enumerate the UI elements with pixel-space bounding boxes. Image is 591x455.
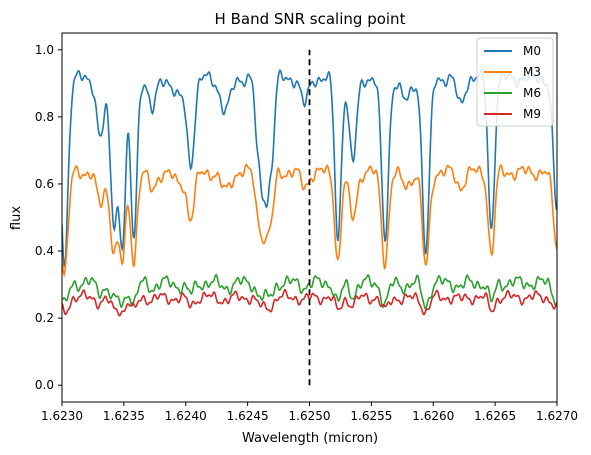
x-axis-label: Wavelength (micron) [242,431,378,446]
series-line-m9 [62,288,557,317]
legend-box [476,37,554,127]
x-tick-label: 1.6260 [412,409,454,423]
legend: M0 M3 M6 M9 [476,37,554,127]
y-tick-label: 0.2 [35,311,54,325]
legend-label-m9: M9 [523,107,541,121]
x-tick-label: 1.6250 [289,409,331,423]
y-tick-label: 0.4 [35,244,54,258]
x-tick-label: 1.6240 [165,409,207,423]
x-tick-label: 1.6230 [41,409,83,423]
axes: 1.6230 1.6235 1.6240 1.6245 1.6250 1.6255 1.62… [35,32,578,423]
y-tick-label: 0.8 [35,110,54,124]
y-axis-label: flux [9,206,24,230]
chart-title: H Band SNR scaling point [215,10,406,28]
y-tick-label: 0.6 [35,177,54,191]
x-tick-label: 1.6245 [227,409,269,423]
y-tick-label: 0.0 [35,378,54,392]
x-tick-label: 1.6235 [103,409,145,423]
x-tick-label: 1.6255 [350,409,392,423]
y-tick-label: 1.0 [35,43,54,57]
x-tick-label: 1.6265 [474,409,516,423]
legend-label-m6: M6 [523,86,541,100]
legend-label-m0: M0 [523,44,541,58]
legend-label-m3: M3 [523,65,541,79]
series-line-m0 [62,68,557,268]
x-tick-label: 1.6270 [536,409,578,423]
